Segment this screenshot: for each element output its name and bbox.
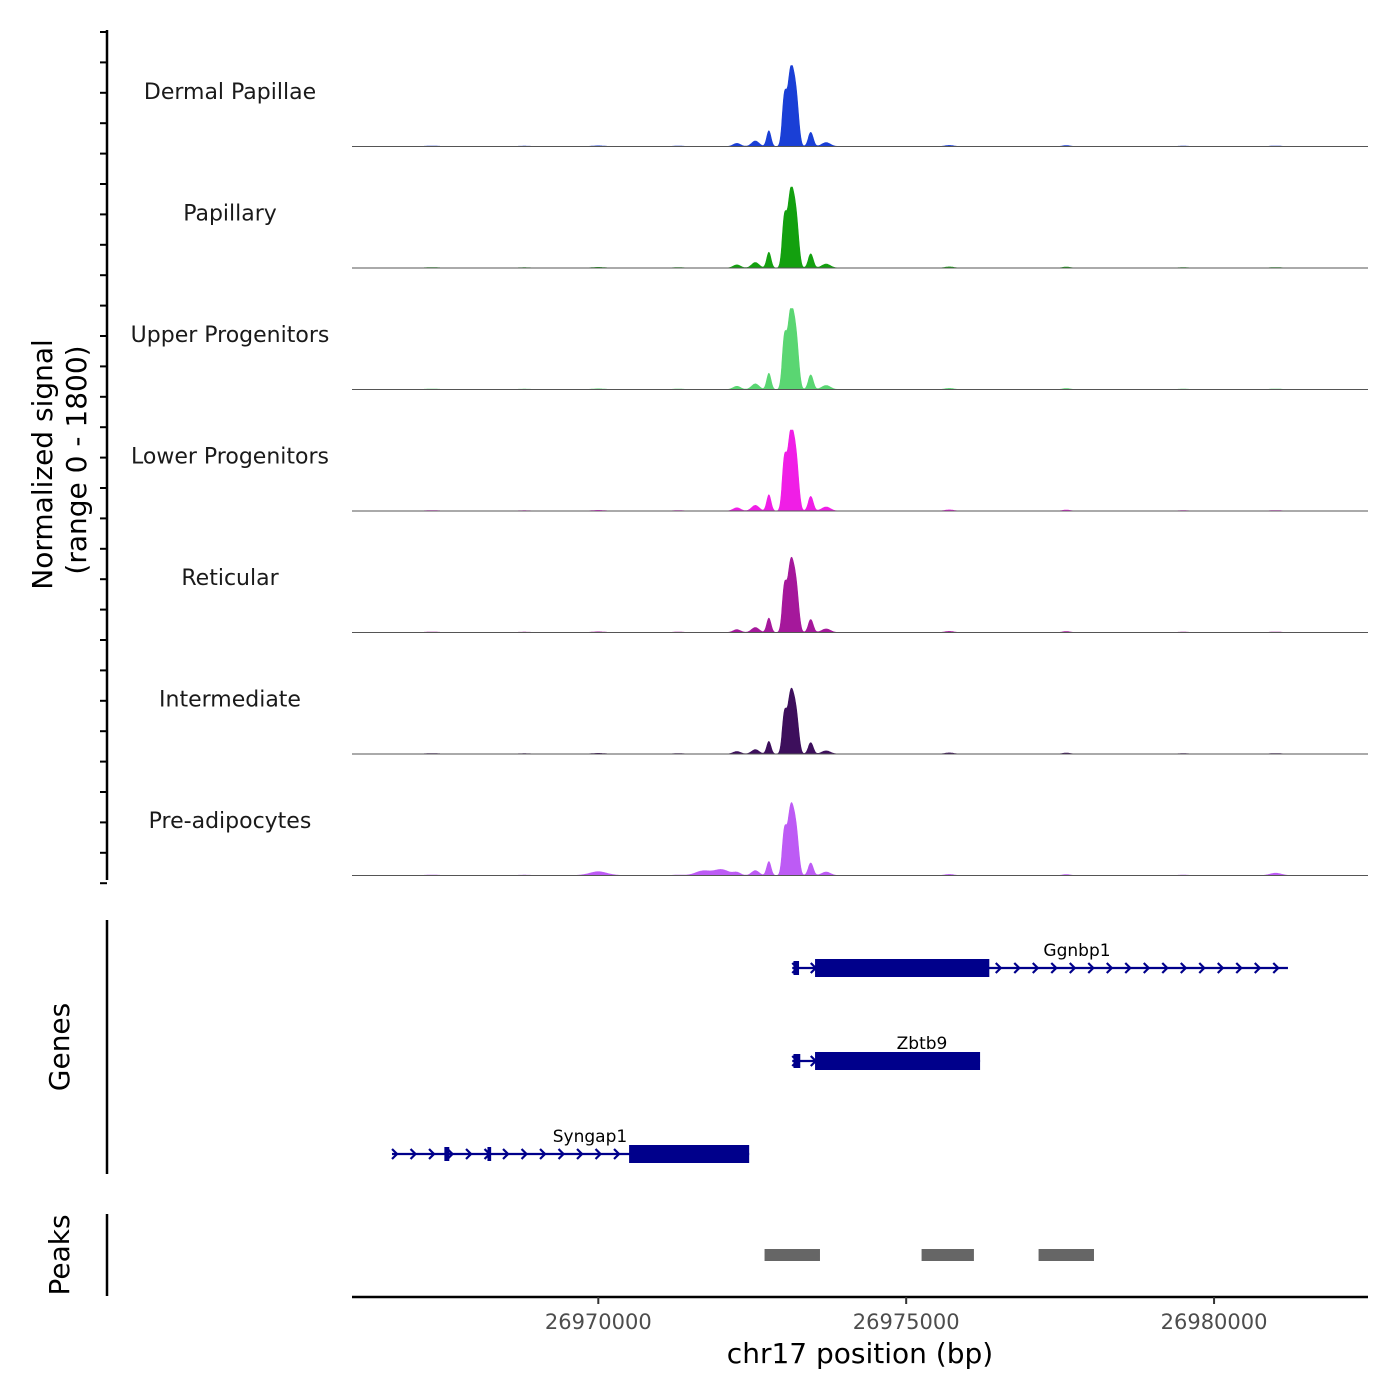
strand-arrow: [1105, 962, 1114, 974]
signal-y-axis: [100, 30, 109, 885]
strand-arrow: [428, 1148, 436, 1160]
gene-model: Ggnbp1: [791, 941, 1288, 977]
gene-exon: [444, 1147, 450, 1161]
strand-arrow: [1198, 962, 1206, 974]
strand-arrow: [465, 1148, 473, 1160]
x-tick-label: 26970000: [545, 1310, 652, 1334]
strand-arrow: [1068, 962, 1077, 974]
signal-track: Pre-adipocytes: [149, 802, 1368, 876]
track-label: Lower Progenitors: [131, 445, 329, 470]
signal-area: [352, 186, 1368, 269]
signal-track: Lower Progenitors: [131, 429, 1368, 512]
track-label: Intermediate: [159, 688, 301, 713]
signal-area: [352, 556, 1368, 633]
signal-track: Dermal Papillae: [144, 65, 1368, 147]
gene-exon: [793, 961, 800, 975]
strand-arrow: [1253, 962, 1262, 974]
y-axis-title: Normalized signal (range 0 - 1800): [26, 330, 93, 589]
gene-model: Zbtb9: [791, 1034, 981, 1070]
gene-exon: [815, 959, 990, 977]
strand-arrow: [1272, 962, 1280, 974]
strand-arrow: [1235, 962, 1243, 974]
signal-track: Reticular: [181, 556, 1368, 633]
track-label: Papillary: [183, 202, 277, 227]
track-label: Dermal Papillae: [144, 80, 316, 105]
strand-arrow: [1161, 962, 1169, 974]
y-axis-title-line2: (range 0 - 1800): [60, 345, 93, 574]
gene-model: Syngap1: [391, 1127, 750, 1163]
strand-arrow: [1050, 962, 1058, 974]
strand-arrow: [409, 1148, 418, 1160]
x-axis-title: chr17 position (bp): [727, 1337, 993, 1370]
x-axis: 26970000 26975000 26980000: [352, 1295, 1368, 1334]
y-axis-title-line1: Normalized signal: [26, 339, 59, 590]
track-label: Upper Progenitors: [131, 323, 330, 348]
strand-arrow: [1142, 962, 1151, 974]
x-tick-label: 26980000: [1161, 1310, 1268, 1334]
strand-arrow: [391, 1148, 399, 1160]
gene-exon: [793, 1054, 801, 1068]
strand-arrow: [594, 1148, 603, 1160]
signal-area: [352, 308, 1368, 390]
strand-arrow: [502, 1148, 510, 1160]
signal-track: Upper Progenitors: [131, 308, 1368, 390]
genes-axis-title: Genes: [43, 1003, 76, 1091]
signal-area: [352, 65, 1368, 147]
strand-arrow: [1087, 962, 1095, 974]
signal-track: Papillary: [183, 186, 1368, 269]
signal-area: [352, 687, 1368, 755]
strand-arrow: [1031, 962, 1040, 974]
x-tick-label: 26975000: [853, 1310, 960, 1334]
signal-tracks: Dermal Papillae Papillary Upper Progenitor…: [131, 65, 1368, 876]
signal-area: [352, 429, 1368, 512]
peak-region: [921, 1249, 974, 1261]
strand-arrow: [994, 962, 1003, 974]
gene-track: Ggnbp1 Zbtb9 Syngap1: [391, 941, 1288, 1163]
track-label: Reticular: [181, 566, 279, 591]
gene-exon: [629, 1145, 750, 1163]
signal-track: Intermediate: [159, 688, 1368, 755]
strand-arrow: [1013, 962, 1021, 974]
strand-arrow: [1179, 962, 1188, 974]
peak-region: [764, 1249, 820, 1261]
gene-exon: [487, 1147, 492, 1161]
peak-track: [764, 1249, 1094, 1261]
strand-arrow: [613, 1148, 621, 1160]
strand-arrow: [520, 1148, 529, 1160]
strand-arrow: [539, 1148, 547, 1160]
gene-label: Ggnbp1: [1043, 941, 1110, 961]
strand-arrow: [1124, 962, 1132, 974]
strand-arrow: [557, 1148, 566, 1160]
strand-arrow: [576, 1148, 584, 1160]
peaks-axis-title: Peaks: [43, 1214, 76, 1295]
gene-label: Zbtb9: [897, 1034, 948, 1054]
gene-exon: [815, 1052, 981, 1070]
peak-region: [1038, 1249, 1094, 1261]
gene-label: Syngap1: [553, 1127, 627, 1147]
signal-area: [352, 802, 1368, 876]
strand-arrow: [1216, 962, 1225, 974]
track-label: Pre-adipocytes: [149, 809, 312, 834]
